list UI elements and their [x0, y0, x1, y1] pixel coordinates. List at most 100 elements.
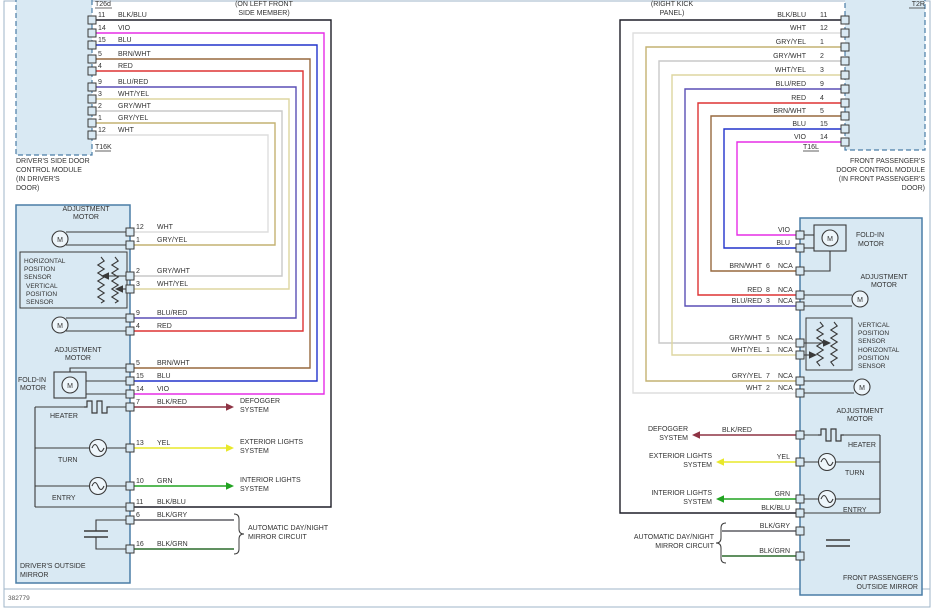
- wire-color-label: WHT: [118, 127, 135, 134]
- pin-number-label: 14: [820, 134, 828, 141]
- pin-number-label: 11: [136, 499, 143, 506]
- wire-left-blk-blu: [92, 19, 332, 508]
- motor-letter: M: [859, 385, 865, 392]
- pin-connector: [840, 84, 850, 94]
- system-label: SYSTEM: [683, 462, 712, 469]
- wire-color-label: BLK/BLU: [157, 499, 186, 506]
- wire-color-label: BLK/GRN: [157, 541, 188, 548]
- pin-connector: [125, 284, 135, 294]
- wire-left-brn-wht: [92, 58, 311, 369]
- wire-color-label: BLK/GRY: [157, 512, 188, 519]
- pin-number-label: 2: [766, 385, 770, 392]
- wire-right-blk-blu: [619, 19, 845, 514]
- pin-number-label: 9: [820, 81, 824, 88]
- pin-connector: [125, 402, 135, 412]
- system-label: EXTERIOR LIGHTS: [649, 453, 712, 460]
- wire-color-label: RED: [118, 63, 133, 70]
- wire-color-label: BLK/BLU: [761, 505, 790, 512]
- component-label: POSITION: [26, 291, 57, 298]
- diagram-number: 382779: [8, 595, 30, 602]
- arrow-right-blk-red: [692, 431, 700, 439]
- component-label: SENSOR: [26, 299, 54, 306]
- pin-connector: [795, 494, 805, 504]
- fold-in-motor-symbol: [813, 224, 847, 252]
- wire-color-label: GRY/YEL: [157, 237, 187, 244]
- location-label: PANEL): [660, 10, 685, 17]
- component-label: ENTRY: [843, 507, 867, 514]
- pin-connector: [125, 271, 135, 281]
- pin-connector: [87, 28, 97, 38]
- pin-connector: [87, 66, 97, 76]
- nca-label: NCA: [778, 287, 793, 294]
- connector-label: T2R: [912, 1, 925, 8]
- component-label: ADJUSTMENT: [860, 274, 908, 281]
- wire-left-red: [92, 70, 304, 332]
- component-label: MOTOR: [20, 385, 46, 392]
- pin-number-label: 1: [820, 39, 824, 46]
- heater-symbol: [84, 400, 110, 414]
- pin-number-label: 14: [136, 386, 144, 393]
- pin-number-label: 15: [136, 373, 144, 380]
- module-name: DOOR): [16, 185, 39, 192]
- adjustment-motor-symbol: [851, 290, 869, 308]
- wire-right-gry-wht: [658, 60, 845, 344]
- component-label: HEATER: [50, 413, 78, 420]
- component-label: MOTOR: [73, 214, 99, 221]
- wire-color-label: WHT/YEL: [157, 281, 188, 288]
- component-label: SENSOR: [24, 274, 52, 281]
- pin-connector: [125, 363, 135, 373]
- pin-number-label: 9: [136, 310, 140, 317]
- right-door-control-module-box: [844, 0, 926, 151]
- wire-left-wht-yel: [92, 98, 290, 290]
- component-label: MOTOR: [65, 355, 91, 362]
- internal-wire: [800, 251, 831, 272]
- pin-connector: [840, 42, 850, 52]
- wire-color-label: GRY/WHT: [729, 335, 763, 342]
- wiper-arrow: [115, 285, 123, 293]
- pin-number-label: 2: [820, 53, 824, 60]
- pin-connector: [125, 389, 135, 399]
- wire-color-label: GRY/YEL: [776, 39, 806, 46]
- component-label: MOTOR: [847, 416, 873, 423]
- pin-connector: [795, 301, 805, 311]
- component-label: VERTICAL: [858, 322, 890, 329]
- module-name: DRIVER'S SIDE DOOR: [16, 158, 90, 165]
- resistor-symbol: [815, 321, 825, 367]
- pin-connector: [840, 137, 850, 147]
- pin-number-label: 11: [98, 12, 105, 19]
- mirror-name: DRIVER'S OUTSIDE: [20, 563, 86, 570]
- pin-number-label: 6: [136, 512, 140, 519]
- pin-number-label: 1: [136, 237, 140, 244]
- pin-connector: [795, 230, 805, 240]
- module-name: CONTROL MODULE: [16, 167, 82, 174]
- adjustment-motor-symbol: [51, 230, 69, 248]
- system-label: DEFOGGER: [240, 398, 280, 405]
- pin-connector: [87, 130, 97, 140]
- pin-number-label: 16: [136, 541, 144, 548]
- wire-color-label: RED: [157, 323, 172, 330]
- wire-color-label: GRY/YEL: [732, 373, 762, 380]
- pin-connector: [840, 98, 850, 108]
- wire-left-gry-yel: [92, 122, 276, 246]
- component-label: SENSOR: [858, 363, 886, 370]
- component-label: MOTOR: [858, 241, 884, 248]
- pin-connector: [840, 28, 850, 38]
- pin-number-label: 5: [98, 51, 102, 58]
- module-name: (IN DRIVER'S: [16, 176, 60, 183]
- nca-label: NCA: [778, 298, 793, 305]
- auto-mirror-bracket-left: [233, 513, 245, 555]
- pin-connector: [840, 15, 850, 25]
- wire-color-label: BLU: [118, 37, 132, 44]
- pin-connector: [125, 544, 135, 554]
- pin-connector: [795, 388, 805, 398]
- pin-connector: [795, 290, 805, 300]
- pin-connector: [795, 526, 805, 536]
- nca-label: NCA: [778, 335, 793, 342]
- location-label: (RIGHT KICK: [651, 1, 694, 8]
- wire-left-blu: [92, 44, 318, 382]
- pin-number-label: 4: [98, 63, 102, 70]
- component-label: SENSOR: [858, 338, 886, 345]
- wire-color-label: WHT: [746, 385, 763, 392]
- wire-color-label: WHT: [157, 224, 174, 231]
